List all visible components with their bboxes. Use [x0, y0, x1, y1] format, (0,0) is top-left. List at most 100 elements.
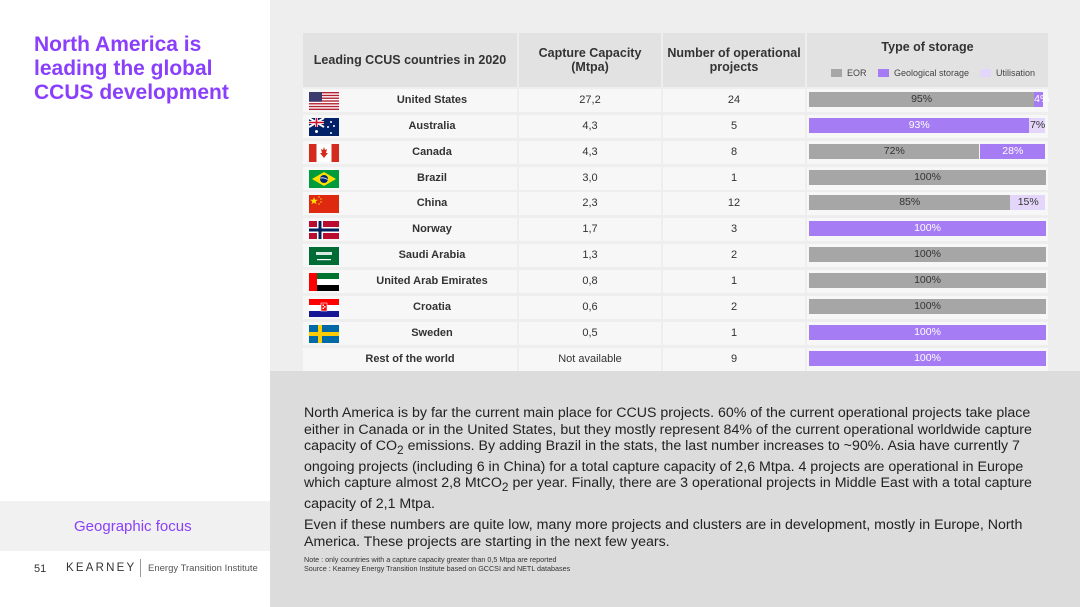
capacity-cell: 4,3: [519, 140, 661, 164]
capacity-cell: 2,3: [519, 192, 661, 216]
country-name: Saudi Arabia: [398, 249, 466, 262]
section-label: Geographic focus: [74, 518, 192, 535]
projects-cell: 1: [663, 321, 805, 345]
brazil-flag-icon: [309, 169, 339, 188]
croatia-flag-icon: [309, 298, 339, 317]
china-flag-icon: [309, 195, 339, 214]
legend-label-eor: EOR: [847, 68, 867, 78]
projects-value: 3: [730, 223, 738, 236]
country-name: Australia: [408, 119, 456, 132]
storage-bar-segment: [809, 221, 1046, 237]
storage-bar-label: 72%: [883, 144, 905, 157]
capacity-cell: 3,0: [519, 166, 661, 190]
table-row: China 2,3 12 85% 15%: [303, 192, 1048, 216]
country-cell: Norway: [303, 218, 517, 242]
storage-cell: 100%: [807, 269, 1048, 293]
country-cell: China: [303, 192, 517, 216]
storage-bar-segment: [1034, 92, 1044, 107]
table-row: Sweden 0,5 1 100%: [303, 321, 1048, 345]
source-text: Source : Kearney Energy Transition Insti…: [304, 563, 571, 573]
legend-label-geological: Geological storage: [894, 68, 970, 78]
storage-bar-segment: [809, 195, 1010, 211]
projects-value: 2: [730, 249, 738, 262]
projects-value: 2: [730, 300, 738, 313]
capacity-value: Not available: [558, 352, 622, 365]
table-row: United States 27,2 24 95% 4%: [303, 89, 1049, 112]
storage-bar-label: 7%: [1030, 118, 1046, 131]
projects-value: 1: [730, 274, 738, 287]
body-paragraph-1: North America is by far the current main…: [304, 405, 1044, 512]
header-capacity-cell: Capture Capacity (Mtpa): [519, 33, 661, 87]
capacity-value: 0,8: [582, 274, 598, 287]
capacity-value: 2,3: [582, 197, 598, 210]
table-row: Canada 4,3 8 72% 28%: [303, 140, 1048, 164]
country-name: Norway: [412, 223, 452, 236]
legend-swatch-utilisation: [980, 69, 991, 77]
capacity-cell: 4,3: [519, 114, 661, 138]
country-name: Croatia: [413, 300, 451, 313]
storage-bar-segment: [809, 298, 1046, 314]
storage-cell: 100%: [807, 347, 1048, 371]
table-row: Saudi Arabia 1,3 2 100%: [303, 244, 1048, 268]
table-row: United Arab Emirates 0,8 1 100%: [303, 269, 1048, 293]
storage-cell: 85% 15%: [807, 192, 1048, 216]
country-name: China: [416, 197, 448, 210]
header-storage-cell: Type of storage EOR Geological storage U…: [807, 33, 1048, 87]
table-row: Croatia 0,6 2 100%: [303, 295, 1048, 319]
table-row: Rest of the world Not available 9 100%: [303, 347, 1048, 371]
country-cell: Rest of the world: [303, 347, 517, 371]
projects-value: 8: [730, 145, 738, 158]
country-cell: Saudi Arabia: [303, 244, 517, 268]
country-cell: United States: [303, 89, 517, 112]
storage-bar-label: 100%: [914, 273, 941, 286]
storage-cell: 100%: [807, 321, 1048, 345]
projects-cell: 12: [663, 192, 805, 216]
storage-bar-segment: [809, 272, 1046, 288]
projects-cell: 9: [663, 347, 805, 371]
storage-cell: 93% 7%: [807, 114, 1048, 138]
storage-cell: 100%: [807, 218, 1048, 242]
note-text: Note : only countries with a capture cap…: [304, 555, 557, 564]
country-name: United Arab Emirates: [376, 274, 488, 287]
country-name: Canada: [412, 145, 452, 158]
storage-bar-label: 85%: [899, 196, 921, 209]
projects-value: 1: [730, 326, 738, 339]
body-paragraph-2: Even if these numbers are quite low, man…: [304, 517, 1023, 550]
projects-cell: 2: [663, 295, 805, 319]
para1-sub-2: 2: [501, 480, 509, 495]
projects-value: 24: [727, 94, 741, 106]
storage-cell: 100%: [807, 244, 1048, 268]
canada-flag-icon: [309, 143, 339, 162]
projects-cell: 3: [663, 218, 805, 242]
capacity-value: 4,3: [582, 119, 598, 132]
legend-swatch-geological: [878, 69, 889, 77]
storage-cell: 100%: [807, 295, 1048, 319]
header-country-cell: Leading CCUS countries in 2020: [303, 33, 517, 87]
sweden-flag-icon: [309, 324, 339, 343]
capacity-cell: 27,2: [519, 89, 661, 112]
page-number: 51: [34, 563, 47, 575]
projects-cell: 1: [663, 166, 805, 190]
legend-label-utilisation: Utilisation: [996, 68, 1036, 78]
capacity-value: 1,7: [582, 223, 598, 236]
storage-bar-label: 95%: [911, 93, 933, 105]
header-storage: Type of storage: [881, 40, 974, 54]
storage-bar-label: 93%: [908, 118, 930, 131]
storage-bar-segment: [1029, 117, 1046, 133]
legend-swatch-eor: [831, 69, 842, 77]
us-flag-icon: [309, 92, 339, 110]
capacity-value: 4,3: [582, 145, 598, 158]
capacity-cell: 0,8: [519, 269, 661, 293]
storage-cell: 72% 28%: [807, 140, 1048, 164]
table-row: Brazil 3,0 1 100%: [303, 166, 1048, 190]
table-row: Norway 1,7 3 100%: [303, 218, 1048, 242]
header-country: Leading CCUS countries in 2020: [313, 53, 507, 67]
text-panel: [270, 371, 1080, 607]
legend-geological: Geological storage: [878, 68, 969, 78]
capacity-cell: 1,7: [519, 218, 661, 242]
storage-bar-label: 15%: [1017, 196, 1039, 209]
projects-value: 5: [730, 119, 738, 132]
storage-bar-label: 100%: [914, 222, 941, 235]
storage-bar-segment: [1010, 195, 1046, 211]
country-cell: Sweden: [303, 321, 517, 345]
